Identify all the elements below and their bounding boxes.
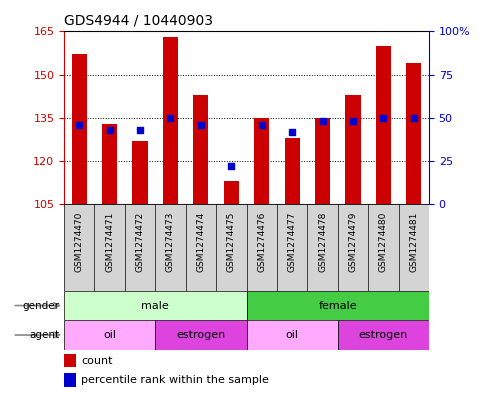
Point bbox=[106, 127, 113, 133]
Text: oil: oil bbox=[103, 330, 116, 340]
Text: GSM1274472: GSM1274472 bbox=[136, 211, 144, 272]
Bar bbox=[71, 55, 87, 204]
Text: GSM1274478: GSM1274478 bbox=[318, 211, 327, 272]
Point bbox=[167, 115, 175, 121]
Bar bbox=[345, 95, 360, 204]
Point bbox=[136, 127, 144, 133]
Bar bbox=[246, 291, 429, 320]
Bar bbox=[338, 320, 429, 350]
Text: GSM1274471: GSM1274471 bbox=[105, 211, 114, 272]
Text: GSM1274476: GSM1274476 bbox=[257, 211, 266, 272]
Point bbox=[380, 115, 387, 121]
Text: gender: gender bbox=[22, 301, 59, 310]
Bar bbox=[64, 320, 155, 350]
Text: GSM1274473: GSM1274473 bbox=[166, 211, 175, 272]
Bar bbox=[284, 138, 300, 204]
Text: estrogen: estrogen bbox=[176, 330, 225, 340]
Bar bbox=[254, 118, 269, 204]
Text: GSM1274475: GSM1274475 bbox=[227, 211, 236, 272]
Text: GSM1274479: GSM1274479 bbox=[349, 211, 357, 272]
Point bbox=[318, 118, 326, 125]
Bar bbox=[102, 124, 117, 204]
Bar bbox=[64, 291, 246, 320]
Bar bbox=[224, 181, 239, 204]
Bar bbox=[163, 37, 178, 204]
Bar bbox=[155, 320, 246, 350]
Text: GSM1274481: GSM1274481 bbox=[409, 211, 418, 272]
Text: GSM1274470: GSM1274470 bbox=[75, 211, 84, 272]
Point bbox=[227, 163, 235, 169]
Bar bbox=[64, 354, 76, 367]
Text: female: female bbox=[318, 301, 357, 310]
Bar bbox=[246, 320, 338, 350]
Point bbox=[75, 122, 83, 128]
Bar bbox=[315, 118, 330, 204]
Point bbox=[197, 122, 205, 128]
Text: male: male bbox=[141, 301, 169, 310]
Text: GDS4944 / 10440903: GDS4944 / 10440903 bbox=[64, 13, 213, 28]
Text: GSM1274480: GSM1274480 bbox=[379, 211, 388, 272]
Text: GSM1274474: GSM1274474 bbox=[196, 211, 206, 272]
Text: GSM1274477: GSM1274477 bbox=[287, 211, 297, 272]
Bar bbox=[133, 141, 148, 204]
Point bbox=[288, 129, 296, 135]
Point bbox=[258, 122, 266, 128]
Bar bbox=[406, 63, 422, 204]
Bar bbox=[64, 373, 76, 387]
Text: oil: oil bbox=[285, 330, 299, 340]
Point bbox=[349, 118, 357, 125]
Text: count: count bbox=[81, 356, 113, 366]
Text: estrogen: estrogen bbox=[359, 330, 408, 340]
Text: percentile rank within the sample: percentile rank within the sample bbox=[81, 375, 269, 386]
Bar bbox=[376, 46, 391, 204]
Point bbox=[410, 115, 418, 121]
Text: agent: agent bbox=[29, 330, 59, 340]
Bar bbox=[193, 95, 209, 204]
